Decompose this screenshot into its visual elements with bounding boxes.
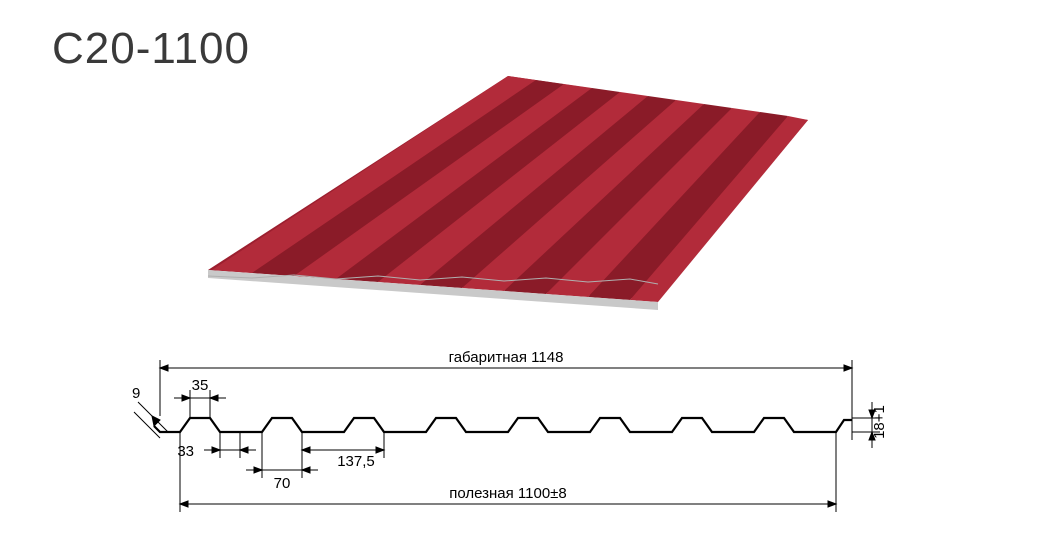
dim-useful-width: полезная 1100±8 [449,485,567,502]
profile-path [154,418,852,432]
dim-base: 70 [274,475,291,492]
dim-top-flat: 35 [192,377,209,394]
sheet-body [208,76,808,310]
sheet-3d-view [168,40,868,320]
profile-cross-section: габаритная 1148 9 35 33 70 [124,340,924,530]
dim-height: 18+1 [871,405,888,439]
dim-period: 137,5 [337,453,375,470]
dim-lead-edge: 9 [132,385,140,402]
dim-overall-width: габаритная 1148 [449,349,564,366]
